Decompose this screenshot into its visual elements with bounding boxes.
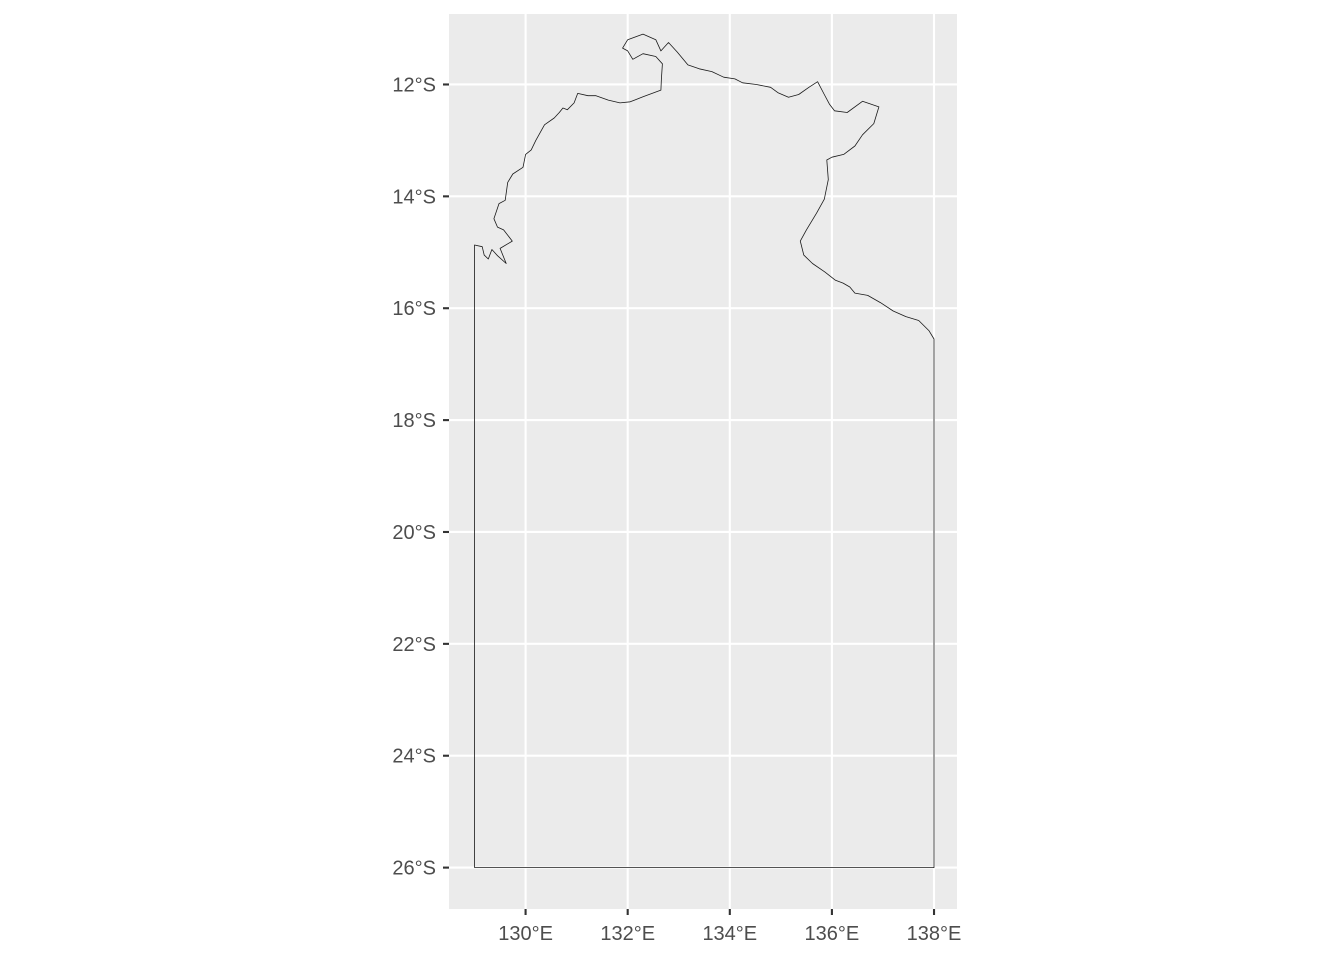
y-tick-label: 24°S [392,746,436,768]
y-axis-tick-labels: 12°S 14°S 16°S 18°S 20°S 22°S 24°S 26°S [392,74,436,879]
x-gridlines [524,14,936,909]
region-outline [474,33,935,868]
y-tick-label: 12°S [392,74,436,96]
y-tick-label: 16°S [392,298,436,320]
x-tick-label: 136°E [805,923,860,945]
x-tick-label: 132°E [600,923,655,945]
region-outline-group [474,33,935,868]
y-axis-ticks [443,83,449,869]
x-axis-tick-labels: 130°E 132°E 134°E 136°E 138°E [498,923,961,945]
x-axis-ticks [524,909,936,915]
y-tick-label: 18°S [392,410,436,432]
y-tick-label: 22°S [392,634,436,656]
x-tick-label: 138°E [907,923,962,945]
y-tick-label: 14°S [392,186,436,208]
y-gridlines [449,83,957,869]
y-tick-label: 26°S [392,858,436,880]
x-tick-label: 130°E [498,923,553,945]
y-tick-label: 20°S [392,522,436,544]
plot-panel [449,14,957,909]
x-tick-label: 134°E [702,923,757,945]
